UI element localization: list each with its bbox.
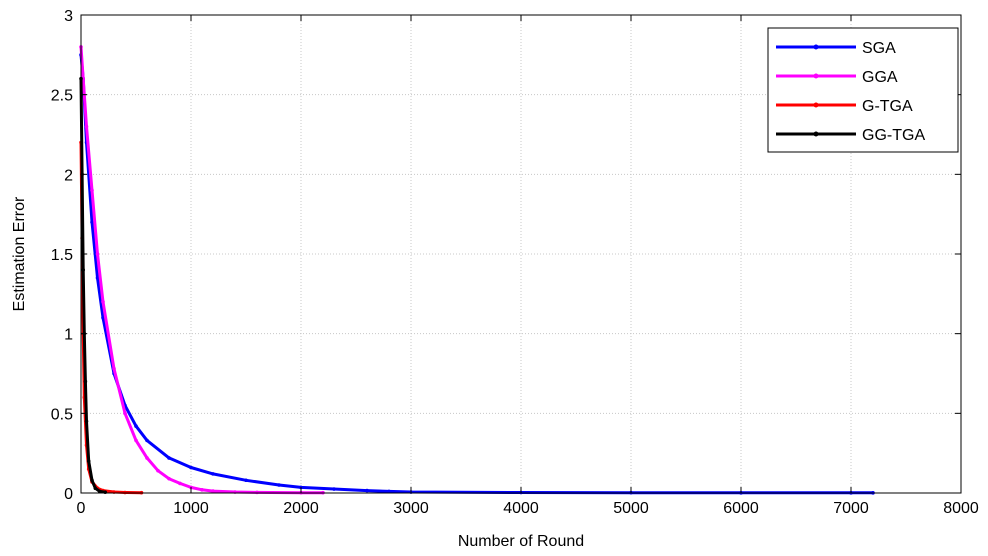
x-tick-label: 7000 [833,500,869,517]
legend-marker-gg-tga [813,131,819,137]
data-point-gg-tga [93,486,98,491]
data-point-sga [95,276,100,280]
data-point-sga [167,456,171,460]
series-line-gga [79,45,325,495]
y-tick-label: 2.5 [51,88,73,105]
data-point-sga [277,483,281,487]
legend-entries: SGA GGA G-TGA GG-TGA [776,40,925,144]
data-point-sga [90,220,94,224]
x-tick-label: 4000 [503,500,539,517]
data-point-gga [134,438,138,443]
data-point-gga [90,188,94,193]
x-tick-label: 0 [77,500,86,517]
data-point-sga [211,472,215,476]
y-tick-label: 0.5 [51,406,73,423]
data-point-gga [156,468,160,473]
data-point-gg-tga [86,459,91,463]
legend-marker-gga [813,73,819,79]
data-point-sga [365,488,369,493]
legend: SGA GGA G-TGA GG-TGA [767,27,959,153]
data-point-sga [145,438,149,443]
data-point-gga [211,489,215,493]
axis-ticks: 0 1000 2000 3000 4000 5000 6000 7000 8000 0 0.5 1 1.… [51,8,979,517]
x-tick-label: 8000 [943,500,979,517]
data-point-sga [134,424,138,428]
data-point-sga [189,465,193,470]
legend-marker-g-tga [813,102,819,108]
data-point-sga [101,315,105,320]
data-point-gg-tga [84,419,89,424]
data-point-sga [244,478,248,483]
legend-marker-sga [813,44,819,50]
legend-label-g-tga: G-TGA [862,98,913,115]
data-point-gg-tga [97,489,102,494]
y-tick-label: 1.5 [51,247,73,264]
data-point-gg-tga [81,268,85,272]
x-tick-label: 3000 [393,500,429,517]
data-point-sga [332,487,336,491]
x-tick-label: 5000 [613,500,649,517]
data-point-gga [112,366,116,371]
y-tick-label: 2 [64,167,73,184]
data-point-gga [167,476,171,481]
legend-label-sga: SGA [862,40,896,57]
data-point-gga [84,124,89,129]
data-point-sga [387,489,391,494]
y-tick-label: 3 [64,8,73,25]
legend-box [767,27,959,153]
y-tick-label: 1 [64,327,73,344]
data-point-gga [123,411,127,416]
data-point-gg-tga [90,478,94,483]
legend-label-gga: GGA [862,69,898,86]
x-axis-title: Number of Round [458,533,584,550]
data-point-gga [255,490,259,495]
data-point-gga [200,488,204,492]
data-point-gga [178,481,182,486]
x-tick-label: 6000 [723,500,759,517]
y-tick-label: 0 [64,486,73,503]
data-point-gga [145,456,149,460]
legend-label-gg-tga: GG-TGA [862,127,925,144]
x-tick-label: 2000 [283,500,319,517]
y-axis-title: Estimation Error [11,196,28,311]
data-point-gg-tga [83,379,88,384]
data-point-gga [95,252,100,256]
x-tick-label: 1000 [173,500,209,517]
data-point-gga [101,300,105,304]
